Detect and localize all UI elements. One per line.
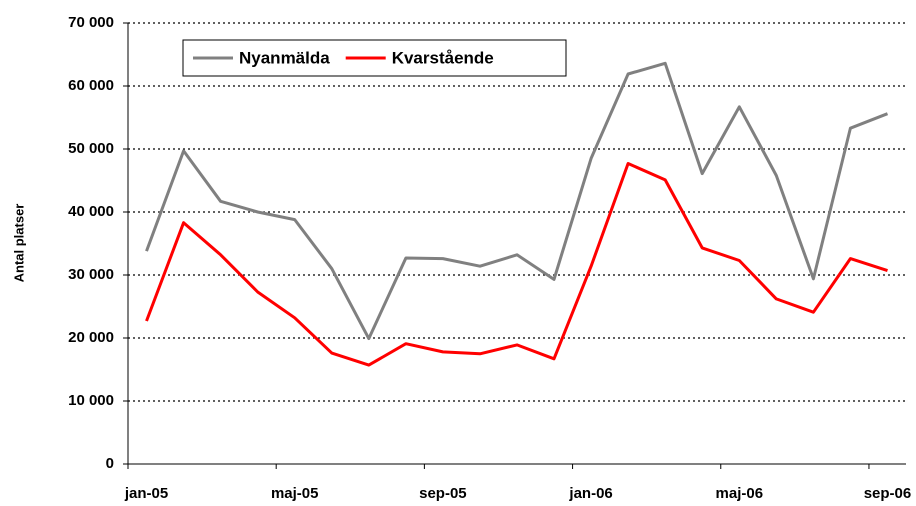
y-tick-label: 40 000 bbox=[68, 203, 114, 220]
line-series bbox=[145, 61, 889, 341]
legend-label: Kvarstående bbox=[392, 48, 494, 67]
x-tick-label: sep-06 bbox=[864, 485, 912, 502]
legend-label: Nyanmälda bbox=[239, 48, 330, 67]
x-tick-label: sep-05 bbox=[419, 485, 467, 502]
y-tick-label: 70 000 bbox=[68, 14, 114, 31]
x-tick-label: maj-05 bbox=[271, 485, 319, 502]
y-axis-label: Antal platser bbox=[11, 204, 26, 283]
y-tick-label: 50 000 bbox=[68, 140, 114, 157]
line-series bbox=[145, 162, 888, 367]
y-tick-label: 30 000 bbox=[68, 266, 114, 283]
y-tick-label: 10 000 bbox=[68, 392, 114, 409]
y-tick-label: 20 000 bbox=[68, 329, 114, 346]
x-tick-label: jan-05 bbox=[124, 485, 168, 502]
y-tick-label: 0 bbox=[106, 455, 114, 472]
x-tick-label: maj-06 bbox=[716, 485, 764, 502]
x-tick-label: jan-06 bbox=[568, 485, 612, 502]
y-tick-label: 60 000 bbox=[68, 77, 114, 94]
